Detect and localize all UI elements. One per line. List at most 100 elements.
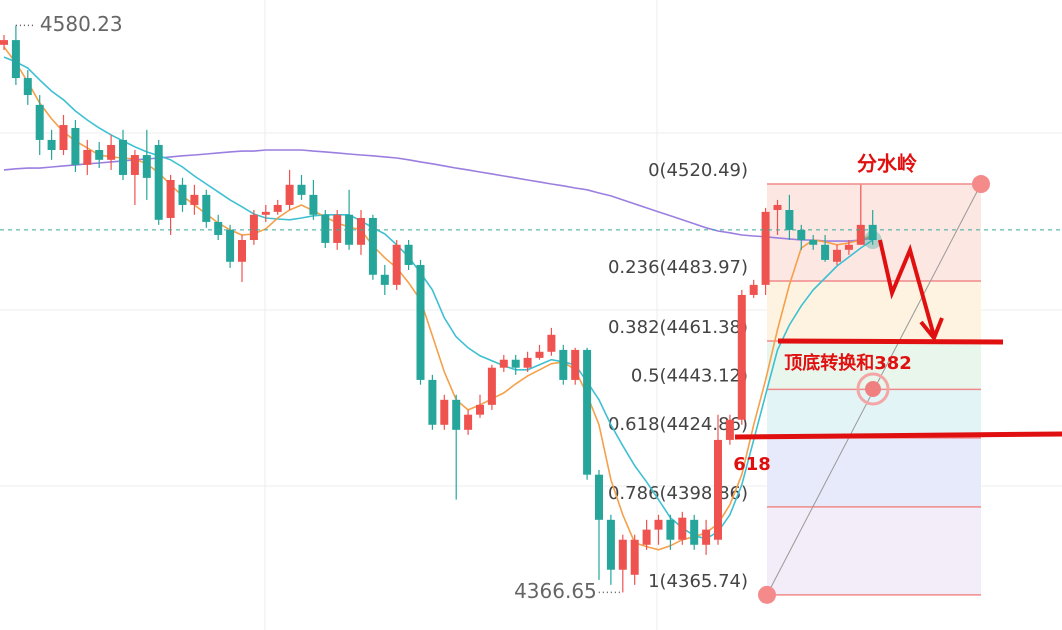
- fib-level-label: 0.382(4461.38): [608, 317, 748, 338]
- fibonacci: 0(4520.49) 0.236(4483.97) 0.382(4461.38) 0.…: [608, 160, 990, 604]
- candle-body: [844, 244, 853, 250]
- candle-body: [725, 419, 734, 440]
- candle-body: [785, 210, 794, 230]
- candle-body: [107, 144, 116, 160]
- candle-body: [119, 139, 127, 175]
- candle-body: [761, 211, 770, 285]
- candle-body: [59, 125, 68, 150]
- fib-level-label: 0.5(4443.12): [631, 365, 748, 386]
- candle-body: [868, 224, 877, 240]
- candle-body: [154, 144, 163, 220]
- fib-band: [767, 506, 981, 595]
- candle-body: [416, 264, 425, 380]
- candle-body: [583, 349, 592, 475]
- candle-body: [249, 214, 258, 240]
- fib-band: [767, 437, 981, 507]
- candle-body: [130, 155, 139, 175]
- candle-body: [321, 214, 330, 243]
- annotation: 618: [733, 454, 771, 475]
- candle-body: [654, 519, 663, 530]
- candle-body: [35, 104, 44, 140]
- candle-body: [368, 217, 377, 275]
- candle-body: [821, 244, 830, 260]
- candle-body: [142, 155, 151, 178]
- candle-body: [440, 399, 449, 425]
- candle-body: [452, 399, 461, 430]
- annotation: 顶底转换和382: [784, 352, 912, 374]
- fib-band: [767, 389, 981, 438]
- candle-body: [737, 294, 746, 420]
- candle-body: [476, 404, 484, 415]
- fib-level-label: 0.236(4483.97): [608, 257, 748, 278]
- candle-body: [559, 349, 568, 380]
- candle-body: [11, 40, 20, 79]
- candle-body: [380, 274, 389, 285]
- candles: [0, 25, 882, 593]
- fib-level-label: 0(4520.49): [648, 160, 748, 181]
- candle-body: [23, 78, 32, 96]
- ma-line: [3, 56, 874, 540]
- candle-body: [618, 539, 627, 570]
- candle-body: [678, 517, 687, 540]
- fib-anchor: [758, 585, 776, 604]
- cursor-glow: [863, 231, 882, 249]
- candle-body: [47, 139, 56, 150]
- candle-body: [511, 359, 520, 368]
- fib-anchor: [972, 175, 990, 194]
- candle-body: [464, 414, 473, 430]
- annotation: 分水岭: [857, 152, 917, 176]
- fib-band: [767, 280, 981, 341]
- fib-level-label: 0.786(4398.86): [608, 483, 748, 504]
- candle-body: [83, 150, 92, 165]
- overlay: 分水岭 顶底转换和382 618: [733, 152, 1062, 475]
- candle-body: [856, 224, 865, 245]
- candle-body: [642, 529, 651, 545]
- candle-body: [797, 229, 806, 240]
- candle-body: [499, 359, 508, 368]
- candle-body: [809, 240, 818, 245]
- candle-body: [392, 244, 401, 285]
- candle-body: [190, 194, 199, 205]
- candle-body: [487, 367, 496, 405]
- zigzag-arrow: [878, 239, 936, 337]
- fib-level-label: 0.618(4424.86): [608, 414, 748, 435]
- candle-body: [333, 214, 342, 243]
- candle-body: [95, 150, 104, 160]
- candle-body: [773, 204, 782, 210]
- candle-body: [690, 519, 699, 545]
- candle-body: [357, 217, 365, 245]
- candle-body: [666, 519, 675, 540]
- candle-body: [404, 244, 413, 265]
- candle-body: [606, 519, 615, 570]
- candle-body: [178, 184, 187, 205]
- fib-level-label: 1(4365.74): [648, 571, 748, 592]
- candle-body: [166, 180, 175, 218]
- candle-body: [833, 249, 841, 262]
- candle-body: [345, 214, 354, 245]
- low-label: 4366.65: [514, 579, 597, 603]
- candle-body: [309, 194, 318, 215]
- candle-body: [535, 351, 544, 358]
- candle-body: [273, 204, 282, 212]
- candle-body: [523, 357, 532, 368]
- ring-marker: [856, 372, 890, 406]
- candle-body: [71, 127, 80, 165]
- candle-body: [202, 194, 211, 222]
- candle-body: [285, 184, 294, 205]
- candle-body: [749, 284, 758, 295]
- candle-body: [214, 221, 223, 235]
- candle-body: [238, 240, 246, 262]
- candle-body: [571, 349, 580, 380]
- candle-body: [226, 229, 235, 262]
- candle-body: [261, 211, 270, 215]
- candle-body: [428, 379, 437, 425]
- drawn-line: [734, 431, 1062, 440]
- candle-body: [0, 40, 8, 45]
- candle-body: [297, 184, 306, 195]
- candle-body: [630, 539, 639, 575]
- drawn-line: [777, 338, 1004, 345]
- arrow-head: [919, 317, 944, 342]
- ring-dot: [865, 381, 881, 397]
- candle-body: [702, 529, 711, 545]
